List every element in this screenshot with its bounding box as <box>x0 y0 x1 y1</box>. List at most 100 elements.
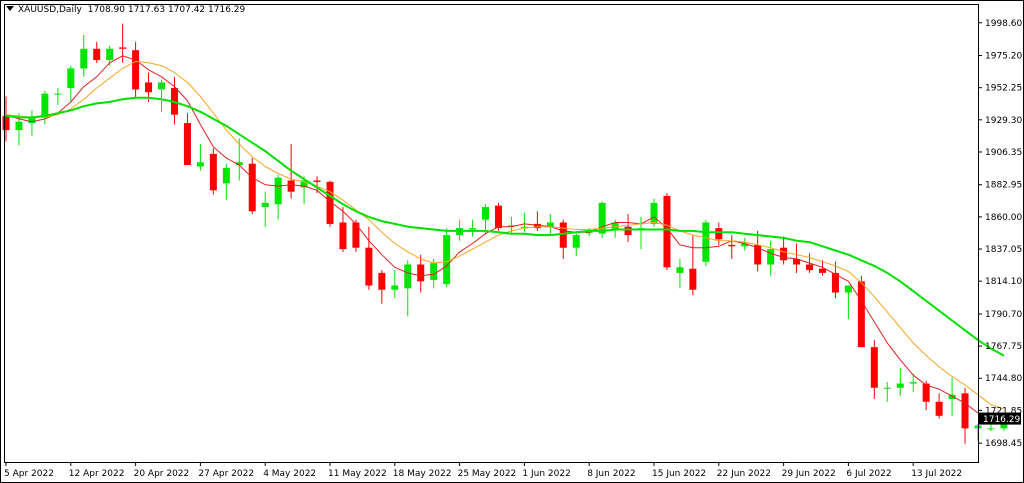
candle-body <box>870 347 878 388</box>
candle <box>922 380 930 411</box>
y-tick-label: 1975.20 <box>985 52 1022 62</box>
symbol-label: XAUUSD,Daily <box>18 5 82 15</box>
candles-layer <box>2 23 1008 444</box>
candle <box>767 240 775 276</box>
candle-body <box>987 428 995 430</box>
candle-body <box>676 267 684 273</box>
candle <box>261 191 269 227</box>
candle-body <box>689 268 697 290</box>
candle-body <box>261 202 269 208</box>
candle-body <box>339 222 347 250</box>
candle <box>831 261 839 299</box>
candle <box>689 235 697 296</box>
x-tick-label: 20 Apr 2022 <box>134 469 190 479</box>
moving-averages-layer <box>5 55 1005 424</box>
candle <box>559 219 567 259</box>
candle-body <box>624 226 632 236</box>
ohlc-readout: 1708.90 1717.63 1707.42 1716.29 <box>87 5 246 15</box>
candle-body <box>780 247 788 261</box>
candle <box>715 222 723 245</box>
candle-body <box>235 162 243 166</box>
candle <box>132 41 140 98</box>
candle <box>300 176 308 205</box>
candle-body <box>274 177 282 205</box>
candle <box>572 230 580 257</box>
candle-body <box>520 226 528 228</box>
candle <box>520 212 528 233</box>
candle-body <box>546 222 554 227</box>
candle-body <box>793 258 801 265</box>
candle <box>896 368 904 397</box>
candle-body <box>507 225 515 227</box>
candle-body <box>728 244 736 247</box>
x-tick-label: 4 May 2022 <box>263 469 316 479</box>
candle <box>417 254 425 293</box>
candle <box>676 258 684 289</box>
candle-body <box>482 207 490 220</box>
candle-body <box>209 153 217 191</box>
collapse-triangle-icon[interactable] <box>6 6 14 11</box>
candle-body <box>806 264 814 271</box>
candle-body <box>702 222 710 262</box>
candle-body <box>948 394 956 399</box>
candle-body <box>896 383 904 388</box>
y-tick-label: 1814.10 <box>985 277 1022 287</box>
x-tick-label: 13 Jul 2022 <box>911 469 962 479</box>
candle <box>961 387 969 444</box>
candle-body <box>922 383 930 402</box>
candle-body <box>248 163 256 212</box>
candle <box>404 260 412 317</box>
candle <box>80 34 88 77</box>
current-price-label: 1716.29 <box>983 415 1020 425</box>
candle-body <box>831 272 839 293</box>
y-tick-label: 1698.45 <box>985 439 1022 449</box>
candle-body <box>183 123 191 166</box>
plot-frame <box>4 4 979 463</box>
candle-body <box>559 222 567 248</box>
candle-body <box>287 180 295 192</box>
candle-body <box>196 162 204 167</box>
candle-body <box>93 48 101 61</box>
candle-body <box>106 48 114 61</box>
x-tick-label: 12 Apr 2022 <box>69 469 125 479</box>
candle-body <box>909 382 917 384</box>
y-tick-label: 1952.25 <box>985 84 1022 94</box>
candle <box>702 219 710 266</box>
candle-body <box>598 202 606 234</box>
candle <box>741 237 749 251</box>
candle <box>339 207 347 252</box>
candle <box>222 163 230 201</box>
candle <box>780 236 788 265</box>
candle <box>326 180 334 227</box>
y-tick-label: 1929.30 <box>985 116 1022 126</box>
candle-body <box>715 228 723 240</box>
candle-body <box>818 268 826 273</box>
candle <box>909 373 917 392</box>
candle <box>728 235 736 259</box>
candle <box>430 258 438 289</box>
y-tick-label: 1744.80 <box>985 374 1022 384</box>
candle <box>183 113 191 166</box>
x-tick-label: 11 May 2022 <box>328 469 387 479</box>
candle-body <box>222 167 230 184</box>
candle <box>352 219 360 252</box>
candle-body <box>741 243 749 247</box>
chart-header[interactable]: XAUUSD,Daily 1708.90 1717.63 1707.42 1716… <box>6 5 245 15</box>
candle <box>67 65 75 103</box>
candle <box>391 270 399 299</box>
x-tick-label: 18 May 2022 <box>393 469 452 479</box>
candle <box>818 260 826 276</box>
y-tick-label: 1998.60 <box>985 19 1022 29</box>
candle-body <box>961 393 969 429</box>
candle <box>2 96 10 142</box>
candle-body <box>430 263 438 280</box>
candle-body <box>300 180 308 188</box>
candle-body <box>443 235 451 285</box>
candle-body <box>365 247 373 286</box>
candle <box>754 230 762 272</box>
current-price-tag <box>979 412 1021 425</box>
candle <box>248 158 256 215</box>
candle <box>663 193 671 271</box>
